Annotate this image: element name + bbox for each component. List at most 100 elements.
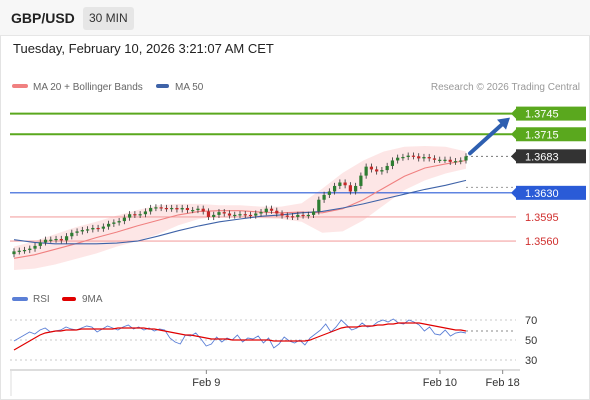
candle-body <box>201 208 205 212</box>
price-plot <box>10 112 516 270</box>
level-tag-box <box>516 185 586 200</box>
forecast-arrow-shaft <box>468 120 506 156</box>
candle-body <box>233 214 237 217</box>
candle-body <box>411 155 416 157</box>
candle <box>206 208 211 221</box>
candle-body <box>327 191 331 195</box>
candle <box>375 166 379 175</box>
candle <box>180 204 184 213</box>
candle <box>59 235 63 244</box>
level-tag: 1.3595 <box>525 212 559 224</box>
candle <box>101 223 105 232</box>
candle <box>49 236 53 243</box>
level-tag-pointer <box>511 108 516 119</box>
candle <box>390 157 395 170</box>
timestamp-label: Tuesday, February 10, 2026 3:21:07 AM CE… <box>13 41 274 56</box>
candle <box>264 205 268 216</box>
candle <box>233 211 237 219</box>
candle-body <box>101 226 105 229</box>
candle <box>359 172 363 190</box>
candle-body <box>238 214 242 216</box>
candle-body <box>422 157 426 159</box>
level-tag-box <box>516 149 586 164</box>
level-tag-pointer <box>511 129 516 140</box>
candle <box>306 211 310 219</box>
timeframe-button[interactable]: 30 MIN <box>83 7 134 30</box>
candle <box>138 211 142 218</box>
candle <box>406 152 410 161</box>
ma50-line <box>13 179 467 245</box>
candle-body <box>243 214 247 216</box>
level-tag-pointer <box>511 151 516 162</box>
candle <box>364 163 368 179</box>
candle-body <box>375 169 379 172</box>
candle-body <box>17 250 21 252</box>
candle-body <box>138 214 142 216</box>
candle <box>175 204 179 213</box>
candle <box>106 220 111 230</box>
candle <box>128 211 132 221</box>
time-tick-label: Feb 10 <box>423 377 457 389</box>
level-tag-box <box>516 106 586 121</box>
candle-body <box>280 213 284 216</box>
candle-body <box>22 250 27 252</box>
candle-body <box>49 239 53 241</box>
rsi_ma-line <box>13 322 467 351</box>
candle <box>280 210 284 219</box>
level-tag: 1.3745 <box>511 106 586 121</box>
candle-body <box>128 214 132 218</box>
candle <box>417 153 421 162</box>
candle-body <box>112 222 116 224</box>
candle <box>427 153 431 162</box>
candle-body <box>217 212 221 215</box>
rsi-legend-label: RSI <box>33 294 50 305</box>
candle <box>285 212 289 220</box>
candle-body <box>222 212 226 214</box>
candle-body <box>91 227 95 230</box>
candle-body <box>191 210 195 212</box>
candle <box>432 155 437 163</box>
ma50-legend-swatch <box>156 84 169 88</box>
candle-body <box>175 207 179 210</box>
candle <box>164 204 169 212</box>
candle-body <box>164 207 169 210</box>
candle <box>459 157 463 165</box>
candle <box>91 224 95 233</box>
candle <box>322 191 326 203</box>
level-tag: 1.3715 <box>511 127 586 142</box>
level-tag-label: 1.3683 <box>525 151 559 163</box>
candle <box>217 209 221 218</box>
candle-body <box>33 245 37 249</box>
candle <box>354 182 358 195</box>
candle <box>54 235 58 243</box>
candle <box>332 182 337 195</box>
candle-body <box>417 156 421 159</box>
candle-body <box>301 214 305 217</box>
rsi-legend: RSI 9MA <box>12 294 103 305</box>
candle-body <box>390 160 395 166</box>
candle-body <box>332 185 337 192</box>
candle-body <box>64 236 69 241</box>
candle <box>75 228 79 236</box>
candle <box>396 154 400 164</box>
candle <box>112 219 116 227</box>
candle <box>369 163 374 173</box>
candle <box>185 204 190 214</box>
candle-body <box>133 214 137 216</box>
ma20-legend-label: MA 20 + Bollinger Bands <box>33 82 143 93</box>
candle <box>317 196 321 215</box>
candle <box>301 211 305 219</box>
candle <box>385 162 389 174</box>
candle-body <box>285 215 289 217</box>
candle-body <box>264 208 268 213</box>
candle-body <box>149 207 153 212</box>
chart-legend: MA 20 + Bollinger Bands MA 50 Research ©… <box>12 82 580 93</box>
symbol-label: GBP/USD <box>11 10 75 26</box>
rsi-tick-label: 50 <box>525 335 537 347</box>
candle <box>254 210 258 219</box>
candle <box>17 247 21 255</box>
candle <box>143 208 148 218</box>
candle-body <box>143 211 148 215</box>
candle <box>269 205 274 214</box>
